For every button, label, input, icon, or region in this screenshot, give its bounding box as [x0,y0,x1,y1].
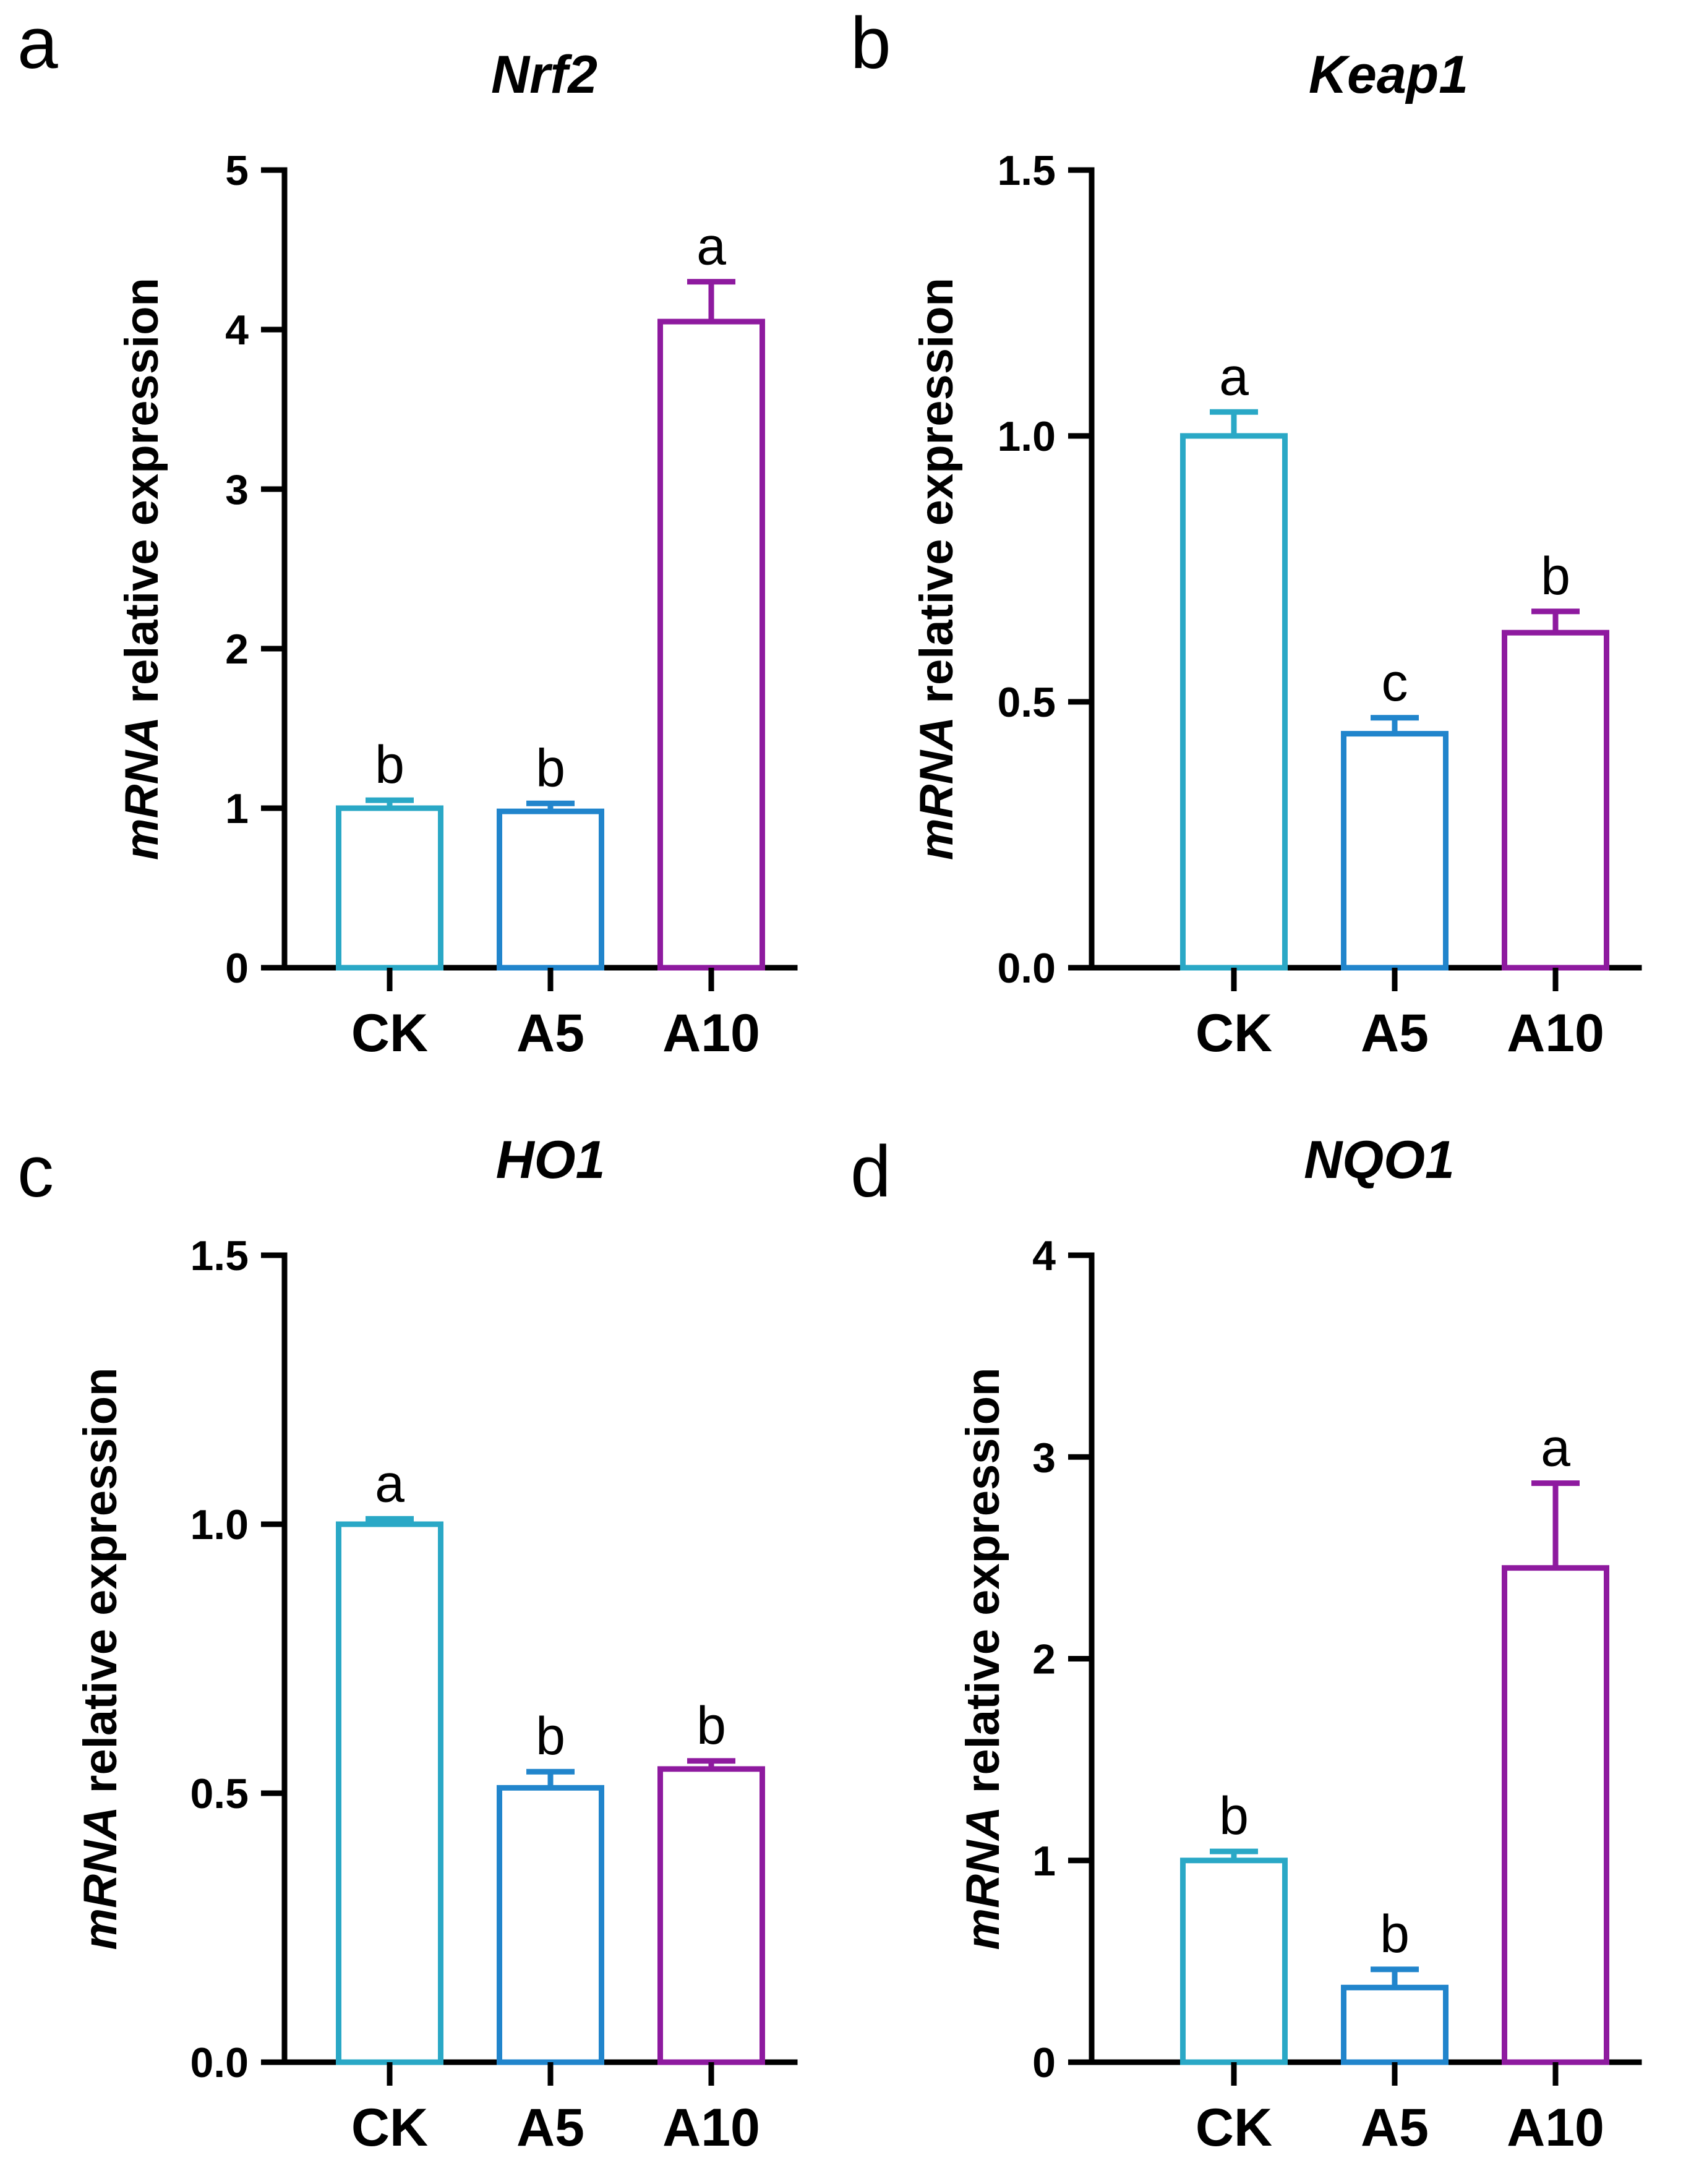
x-tick-label: CK [1196,1004,1272,1063]
x-tick-label: A5 [1361,1004,1429,1063]
y-tick-label: 2 [225,626,249,673]
bar-a5 [1341,1984,1449,2065]
x-tick-label: CK [351,2098,428,2157]
bar-a5 [497,808,604,971]
bar-a5 [497,1785,604,2065]
y-tick-label: 0.0 [997,945,1056,992]
significance-label: b [1541,547,1570,606]
chart-title: NQO1 [1304,1130,1455,1190]
significance-label: b [536,1707,565,1766]
y-axis-label: mRNA relative expression [910,278,963,860]
y-tick-label: 2 [1032,1636,1056,1683]
y-tick-label: 0 [225,945,249,992]
y-axis-label: mRNA relative expression [74,1368,127,1950]
y-tick-label: 4 [225,307,249,354]
x-tick-label: A5 [516,2098,584,2157]
chart-panel-c: c HO1 mRNA relative expression 0.0 0.5 1.0 1.5… [17,1130,798,2157]
y-tick-label: 0.5 [190,1770,249,1817]
y-axis-label-italic: mRNA [116,717,168,860]
significance-label: a [696,217,726,276]
x-tick-label: CK [351,1004,428,1063]
y-tick-label: 1.0 [997,413,1056,460]
y-tick-label: 4 [1032,1232,1056,1279]
y-axis-label: mRNA relative expression [957,1368,1009,1950]
y-axis-label: mRNA relative expression [116,278,168,860]
x-tick-label: CK [1196,2098,1272,2157]
y-tick-label: 0.5 [997,679,1056,726]
panel-letter: a [17,2,58,84]
x-tick-label: A10 [1507,2098,1604,2157]
panel-letter: d [850,1131,891,1213]
y-tick-label: 0.0 [190,2039,249,2086]
x-tick-label: A10 [662,1004,760,1063]
y-tick-label: 1.5 [997,147,1056,194]
panel-letter: b [850,2,891,84]
chart-title: Nrf2 [491,45,597,105]
bar-a10 [657,1766,765,2065]
y-tick-label: 1.5 [190,1232,249,1279]
y-axis-label-italic: mRNA [910,717,963,860]
chart-title: HO1 [496,1130,606,1190]
y-axis-label-rest: relative expression [116,278,168,717]
bar-a10 [1502,1565,1609,2065]
significance-label: b [696,1696,726,1755]
x-tick-label: A5 [516,1004,584,1063]
y-axis-label-italic: mRNA [957,1806,1009,1950]
y-tick-label: 3 [1032,1434,1056,1481]
y-tick-label: 1 [1032,1838,1056,1885]
bar-ck [1180,1858,1288,2065]
y-tick-label: 1 [225,785,249,832]
significance-label: a [1541,1418,1570,1478]
significance-label: c [1382,653,1408,712]
panel-letter: c [17,1131,54,1213]
y-tick-label: 3 [225,466,249,513]
significance-label: b [375,735,404,795]
x-tick-label: A10 [1507,1004,1604,1063]
y-axis-label-italic: mRNA [74,1806,127,1950]
bar-ck [336,1521,443,2065]
significance-label: a [375,1454,404,1513]
y-tick-label: 1.0 [190,1501,249,1548]
y-axis-label-rest: relative expression [957,1368,1009,1807]
significance-label: b [1380,1905,1410,1964]
bar-ck [336,805,443,971]
chart-panel-a: a Nrf2 mRNA relative expression 0 1 2 3 4 5 b CK b A… [17,2,798,1063]
y-tick-label: 5 [225,147,249,194]
significance-label: b [1219,1786,1249,1846]
chart-title: Keap1 [1309,45,1468,105]
x-tick-label: A5 [1361,2098,1429,2157]
x-tick-label: A10 [662,2098,760,2157]
significance-label: b [536,738,565,798]
bar-ck [1180,433,1288,971]
y-axis-label-rest: relative expression [910,278,963,717]
bar-a10 [1502,629,1609,971]
y-tick-label: 0 [1032,2039,1056,2086]
chart-panel-d: d NQO1 mRNA relative expression 0 1 2 3 4 b CK b A5… [850,1130,1642,2157]
bar-a10 [657,318,765,971]
chart-panel-b: b Keap1 mRNA relative expression 0.0 0.5 1.0 1… [850,2,1642,1063]
significance-label: a [1219,347,1249,406]
bar-a5 [1341,731,1449,971]
y-axis-label-rest: relative expression [74,1368,127,1807]
